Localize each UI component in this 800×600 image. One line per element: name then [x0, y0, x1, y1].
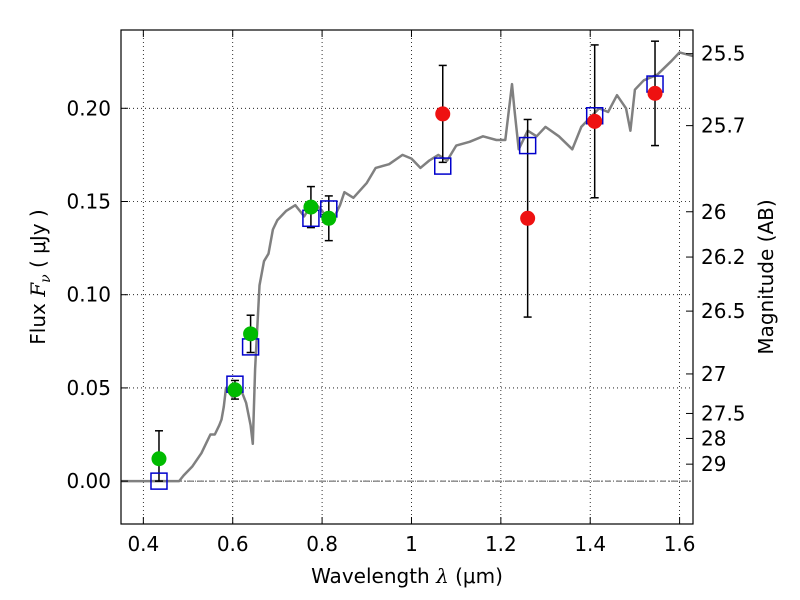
- x-axis-title-prefix: Wavelength: [311, 564, 436, 588]
- right-tick-label-7: 28: [701, 426, 726, 450]
- circle-marker-2-2: [587, 113, 603, 129]
- x-axis-title: Wavelength λ (μm): [311, 564, 503, 588]
- axis-ticks: [121, 30, 693, 524]
- right-tick-label-6: 27.5: [701, 401, 746, 425]
- y-axis-title-suffix: ( μJy ): [26, 209, 50, 274]
- circle-marker-1-0: [151, 451, 167, 467]
- tick-labels: 0.4 0.6 0.8 1 1.2 1.4 1.6 0.00 0.05 0.10 0.15 0.20 2…: [66, 42, 745, 556]
- circle-marker-2-3: [647, 85, 663, 101]
- right-tick-label-1: 25.7: [701, 114, 746, 138]
- y-tick-label-3: 0.15: [66, 190, 111, 214]
- circle-marker-1-4: [321, 210, 337, 226]
- y-tick-label-2: 0.10: [66, 283, 111, 307]
- x-tick-label-1: 0.6: [217, 532, 249, 556]
- right-tick-label-4: 26.5: [701, 299, 746, 323]
- y-tick-label-0: 0.00: [66, 469, 111, 493]
- circle-marker-2-0: [435, 106, 451, 122]
- error-bars: [154, 40, 660, 482]
- right-tick-label-0: 25.5: [701, 42, 746, 66]
- y-axis-title-subscript: ν: [38, 274, 54, 283]
- x-tick-label-0: 0.4: [127, 532, 159, 556]
- y-tick-label-1: 0.05: [66, 376, 111, 400]
- y-axis-title-symbol: F: [26, 282, 50, 298]
- right-tick-label-5: 27: [701, 362, 726, 386]
- y-tick-label-4: 0.20: [66, 96, 111, 120]
- y-axis-title-prefix: Flux: [26, 297, 50, 345]
- square-marker-0: [150, 472, 168, 490]
- plot-frame: [120, 29, 694, 525]
- square-marker-5: [434, 157, 452, 175]
- circle-marker-1-2: [243, 326, 259, 342]
- right-tick-label-3: 26.2: [701, 245, 746, 269]
- circle-marker-1-1: [227, 382, 243, 398]
- model-spectrum-line: [121, 51, 694, 483]
- x-tick-label-2: 0.8: [306, 532, 338, 556]
- x-tick-label-6: 1.6: [664, 532, 696, 556]
- right-tick-label-2: 26: [701, 200, 726, 224]
- right-tick-label-8: 29: [701, 452, 726, 476]
- x-tick-label-4: 1.2: [485, 532, 517, 556]
- circle-marker-2-1: [520, 210, 536, 226]
- circle-marker-1-3: [303, 199, 319, 215]
- x-axis-title-suffix: (μm): [449, 564, 503, 588]
- x-tick-label-3: 1: [405, 532, 418, 556]
- grid-lines: [121, 30, 693, 524]
- square-marker-6: [518, 136, 537, 155]
- x-tick-label-5: 1.4: [574, 532, 606, 556]
- right-axis-title: Magnitude (AB): [754, 199, 778, 354]
- model-spectrum-layer: [121, 51, 694, 483]
- data-markers: [150, 75, 664, 490]
- y-axis-title: Flux Fν ( μJy ): [26, 209, 54, 344]
- x-axis-title-symbol: λ: [435, 564, 449, 588]
